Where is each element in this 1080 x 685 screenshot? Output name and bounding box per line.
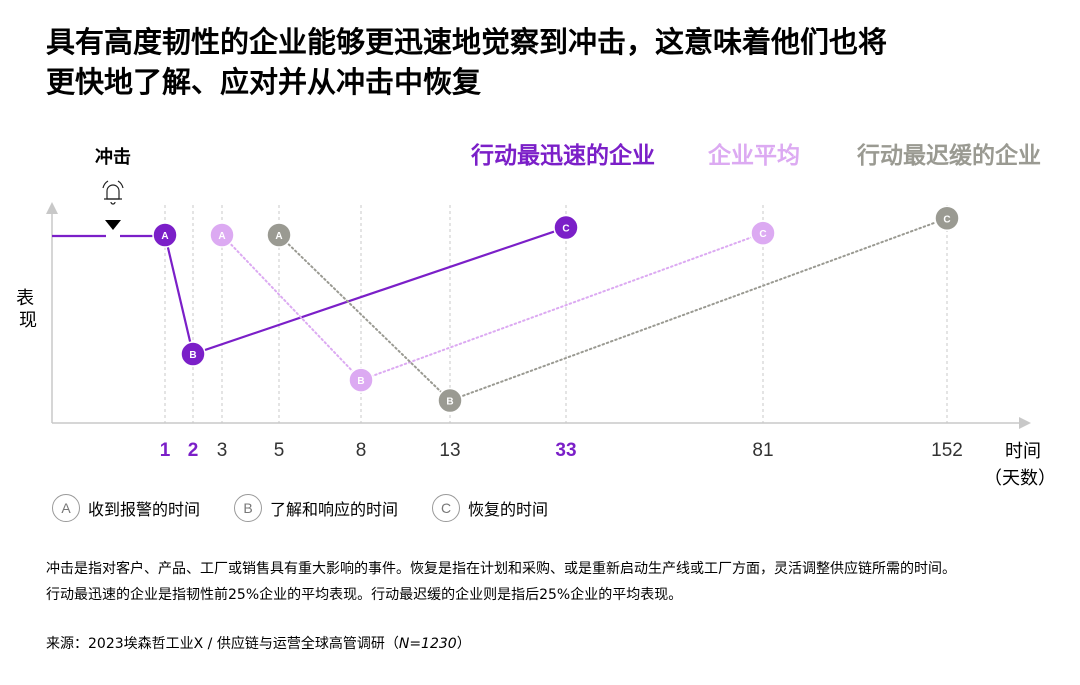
x-tick-label: 152 [931, 440, 963, 461]
point-b-series-2 [348, 367, 374, 393]
x-axis-unit-label: （天数） [984, 468, 1056, 489]
source-sample-size: N=1230 [398, 636, 457, 652]
legend-text-a: 收到报警的时间 [88, 500, 201, 519]
point-label: B [357, 376, 364, 387]
page-title: 具有高度韧性的企业能够更迅速地觉察到冲击，这意味着他们也将 更快地了解、应对并从… [46, 22, 1046, 102]
x-tick-label: 13 [439, 440, 460, 461]
x-tick-label: 8 [356, 440, 367, 461]
x-tick-label: 33 [555, 440, 576, 461]
legend-circle-b: B [234, 494, 263, 522]
legend-item-b: B 了解和响应的时间 [234, 494, 398, 522]
source-note: 来源：2023埃森哲工业X / 供应链与运营全球高管调研（N=1230） [46, 633, 471, 653]
legend-item-c: C 恢复的时间 [432, 494, 548, 522]
x-tick-label: 5 [274, 440, 285, 461]
title-line-1: 具有高度韧性的企业能够更迅速地觉察到冲击，这意味着他们也将 [46, 25, 888, 59]
x-tick-labels: 1 2 3 5 8 13 33 81 152 [160, 440, 963, 461]
series-line-2 [221, 232, 764, 382]
point-label: C [943, 214, 950, 225]
y-axis-label-char-2: 现 [19, 310, 37, 331]
point-label: A [161, 231, 168, 242]
point-legend: A 收到报警的时间 B 了解和响应的时间 C 恢复的时间 [52, 494, 582, 522]
x-tick-label: 2 [188, 440, 199, 461]
point-label: C [759, 229, 766, 240]
series-legend-label-1: 行动最迅速的企业 [470, 142, 655, 169]
series-legend-label-3: 行动最迟缓的企业 [856, 142, 1041, 169]
legend-circle-c: C [432, 494, 461, 522]
point-a-series-3 [266, 222, 292, 248]
y-axis-label: 表 现 [16, 288, 40, 331]
x-tick-label: 3 [217, 440, 228, 461]
y-axis-label-char-1: 表 [16, 288, 34, 309]
point-label: A [218, 231, 225, 242]
footnote: 冲击是指对客户、产品、工厂或销售具有重大影响的事件。恢复是指在计划和采购、或是重… [46, 556, 1076, 608]
series-legend: 行动最迅速的企业 企业平均 行动最迟缓的企业 [470, 142, 1041, 169]
point-label: C [562, 224, 569, 235]
source-prefix: 来源：2023埃森哲工业X / 供应链与运营全球高管调研（ [46, 636, 399, 652]
point-b-series-1 [180, 341, 206, 367]
alarm-bell-icon [102, 180, 124, 205]
point-a-series-1 [152, 222, 178, 248]
footnote-line-1: 冲击是指对客户、产品、工厂或销售具有重大影响的事件。恢复是指在计划和采购、或是重… [46, 561, 956, 577]
title-line-2: 更快地了解、应对并从冲击中恢复 [46, 65, 482, 99]
point-c-series-1 [553, 214, 579, 241]
point-label: A [275, 231, 282, 242]
x-tick-label: 81 [752, 440, 773, 461]
shock-marker [105, 220, 121, 230]
legend-text-c: 恢复的时间 [468, 500, 549, 519]
shock-label: 冲击 [95, 146, 131, 168]
point-a-series-2 [209, 222, 235, 248]
legend-text-b: 了解和响应的时间 [270, 500, 399, 519]
series-layer: A B C A B C A B C [152, 205, 960, 414]
point-c-series-2 [750, 220, 776, 246]
point-label: B [189, 350, 196, 361]
x-axis-label: 时间 [1005, 441, 1041, 462]
footnote-line-2: 行动最迅速的企业是指韧性前25%企业的平均表现。行动最迟缓的企业则是指后25%企… [46, 587, 683, 603]
x-tick-label: 1 [160, 440, 171, 461]
point-b-series-3 [437, 387, 463, 414]
point-label: B [446, 397, 453, 408]
source-suffix: ） [456, 636, 471, 652]
series-legend-label-2: 企业平均 [707, 142, 800, 169]
point-c-series-3 [934, 205, 960, 232]
legend-circle-a: A [52, 494, 80, 522]
legend-item-a: A 收到报警的时间 [52, 494, 200, 522]
